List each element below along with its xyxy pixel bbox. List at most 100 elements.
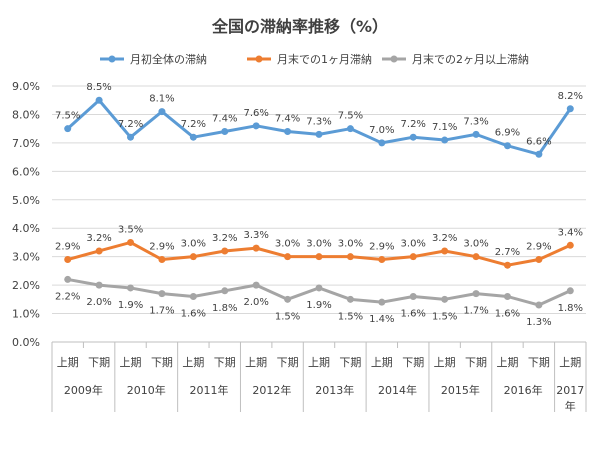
data-label: 3.0% [306,239,331,250]
data-label: 1.8% [558,303,583,314]
legend-dot-marker [390,55,398,63]
y-tick-label: 2.0% [12,279,40,292]
x-year-label: 2017 年 [556,384,584,413]
data-point [95,96,103,104]
x-tick-label: 上期 [496,356,518,369]
x-tick-label: 上期 [245,356,267,369]
y-tick-label: 1.0% [12,308,40,321]
data-label: 2.0% [243,297,268,308]
data-point [252,281,260,289]
data-label: 8.5% [86,82,111,93]
data-point [189,292,197,300]
y-tick-label: 5.0% [12,194,40,207]
y-tick-label: 7.0% [12,137,40,150]
data-label: 1.5% [432,311,457,322]
data-point [189,133,197,141]
data-point [472,253,480,261]
x-tick-label: 上期 [182,356,204,369]
data-point [346,125,354,133]
data-label: 1.5% [338,311,363,322]
y-tick-label: 8.0% [12,108,40,121]
data-point [346,295,354,303]
data-label: 7.1% [432,122,457,133]
series: 2.2% 2.0% 1.9% 1.7% 1.6% 1.8% 2.0% 1.5% 1.9% 1.5%… [55,275,583,328]
data-label: 3.4% [558,227,583,238]
legend-label: 月初全体の滞納 [130,52,207,66]
data-label: 3.3% [243,230,268,241]
data-point [441,136,449,144]
data-label: 8.2% [558,91,583,102]
data-point [64,125,72,133]
data-label: 3.5% [118,224,143,235]
x-tick-label: 下期 [339,356,361,369]
x-tick-label: 下期 [277,356,299,369]
data-label: 7.6% [243,108,268,119]
legend-item: 月末での1ヶ月滞納 [247,52,372,66]
data-label: 7.4% [275,114,300,125]
x-tick-label: 下期 [151,356,173,369]
data-point [158,108,166,116]
data-point [158,256,166,264]
x-tick-label: 下期 [465,356,487,369]
data-label: 7.3% [306,116,331,127]
x-tick-label: 上期 [434,356,456,369]
legend-item: 月初全体の滞納 [100,52,207,66]
data-point [535,256,543,264]
data-label: 3.0% [463,239,488,250]
legend-item: 月末での2ヶ月以上滞納 [382,52,529,66]
series: 2.9% 3.2% 3.5% 2.9% 3.0% 3.2% 3.3% 3.0% 3.0% 3.0%… [55,224,583,269]
legend-dot-marker [255,55,263,63]
data-label: 3.0% [181,239,206,250]
data-label: 1.6% [495,308,520,319]
data-point [315,284,323,292]
data-point [378,139,386,147]
x-tick-label: 上期 [308,356,330,369]
data-label: 7.3% [463,116,488,127]
data-point [566,241,574,249]
data-point [221,247,229,255]
data-point [315,253,323,261]
data-point [535,301,543,309]
data-label: 2.2% [55,291,80,302]
series-group: 7.5% 8.5% 7.2% 8.1% 7.2% 7.4% 7.6% 7.4% 7.3% 7.5%… [55,82,583,328]
series: 7.5% 8.5% 7.2% 8.1% 7.2% 7.4% 7.6% 7.4% 7.3% 7.5%… [55,82,583,158]
data-point [409,133,417,141]
data-label: 1.9% [118,300,143,311]
x-year-label: 2015年 [441,383,480,397]
data-label: 2.9% [526,242,551,253]
data-point [127,133,135,141]
data-point [252,122,260,130]
x-year-label: 2012年 [252,383,291,397]
data-point [221,287,229,295]
data-label: 2.0% [86,297,111,308]
chart-title: 全国の滞納率推移（%） [211,17,388,36]
y-tick-label: 6.0% [12,165,40,178]
x-year-label: 2014年 [378,383,417,397]
data-point [409,292,417,300]
data-point [221,128,229,136]
data-label: 2.7% [495,247,520,258]
data-label: 6.6% [526,136,551,147]
data-label: 3.0% [275,239,300,250]
x-tick-label: 下期 [402,356,424,369]
data-point [189,253,197,261]
x-tick-label: 上期 [57,356,79,369]
x-tick-label: 下期 [88,356,110,369]
x-year-label: 2011年 [190,383,229,397]
data-label: 3.0% [401,239,426,250]
data-point [95,281,103,289]
data-label: 7.2% [118,119,143,130]
x-year-label: 2009年 [64,383,103,397]
data-label: 1.6% [401,308,426,319]
legend: 月初全体の滞納 月末での1ヶ月滞納 月末での2ヶ月以上滞納 [100,52,529,66]
y-axis: 0.0% 1.0% 2.0% 3.0% 4.0% 5.0% 6.0% 7.0% 8.0% 9.0% [12,80,40,349]
data-label: 1.8% [212,303,237,314]
data-point [535,150,543,158]
legend-label: 月末での1ヶ月滞納 [277,52,372,66]
data-point [566,105,574,113]
data-label: 1.7% [463,306,488,317]
data-label: 6.9% [495,128,520,139]
data-point [315,130,323,138]
data-point [284,295,292,303]
